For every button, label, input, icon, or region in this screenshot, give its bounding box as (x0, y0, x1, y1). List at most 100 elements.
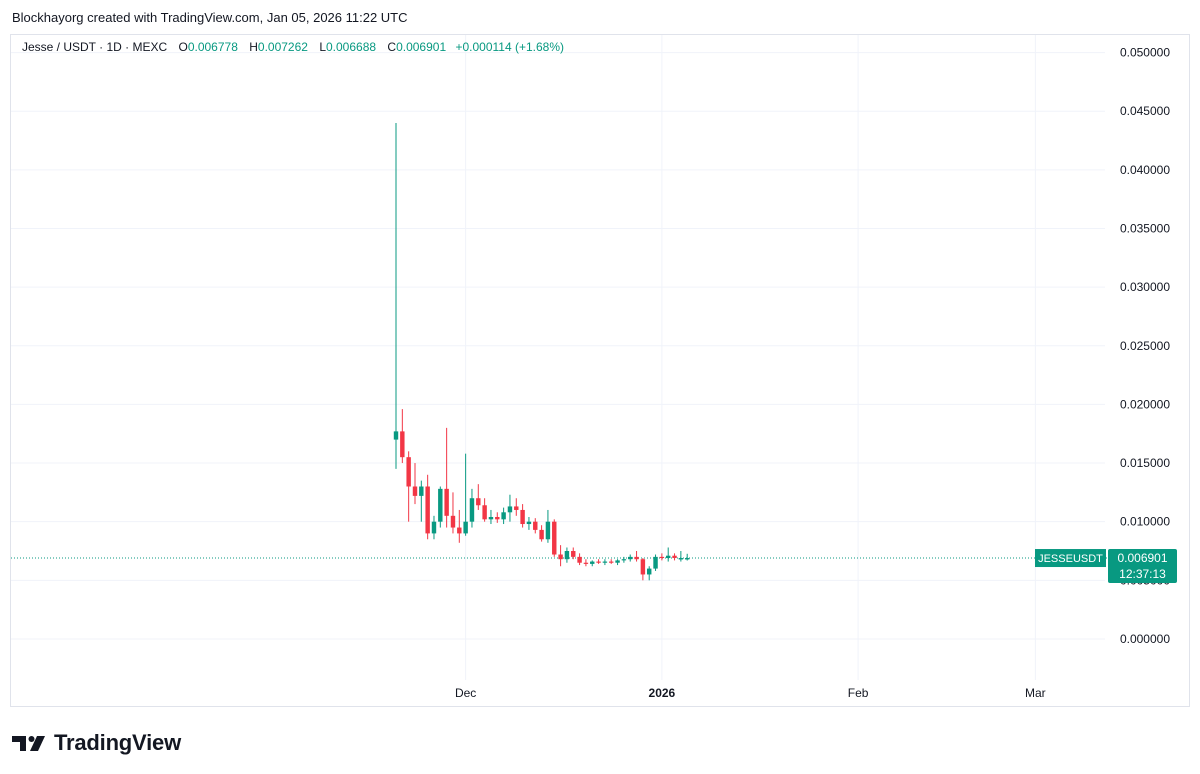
price-tick-label: 0.040000 (1120, 163, 1170, 177)
candle (520, 504, 525, 528)
candle (564, 547, 570, 563)
open-value: 0.006778 (187, 40, 238, 54)
candle (488, 509, 494, 525)
candle (558, 545, 563, 567)
candle (533, 518, 538, 534)
candle (552, 519, 557, 557)
time-tick-label: Dec (455, 686, 476, 700)
candle-body (628, 556, 633, 560)
candle (672, 553, 677, 561)
brand-name: TradingView (54, 730, 181, 755)
low-label: L (319, 40, 326, 54)
candle-body (400, 431, 405, 458)
candle (621, 556, 627, 563)
candle (419, 480, 424, 522)
candle-body (640, 559, 646, 575)
candle (400, 409, 405, 464)
candle (463, 453, 468, 536)
candle (514, 498, 519, 516)
price-tick-label: 0.035000 (1120, 222, 1170, 236)
price-tick-label: 0.025000 (1120, 339, 1170, 353)
candle (526, 516, 532, 530)
candle-body (545, 521, 551, 540)
candle (469, 488, 475, 528)
candle (507, 494, 513, 522)
price-tick-label: 0.050000 (1120, 46, 1170, 60)
candle-body (684, 558, 690, 560)
open-label: O (178, 40, 188, 54)
time-tick-label: 2026 (649, 686, 676, 700)
candle-body (665, 555, 671, 559)
candle (646, 566, 652, 581)
candle-body (444, 488, 449, 516)
candle (450, 492, 456, 534)
high-label: H (249, 40, 258, 54)
candle-body (533, 521, 538, 530)
candle-body (476, 498, 481, 506)
candle (590, 560, 595, 567)
ticker-tag-bg (1035, 549, 1106, 568)
candle-body (621, 559, 627, 561)
candle-body (659, 556, 665, 559)
candle-body (653, 556, 658, 569)
price-tags: JESSEUSDT 0.006901 12:37:13 (1035, 549, 1177, 584)
candle (628, 554, 633, 562)
candle (501, 507, 506, 525)
low-value: 0.006688 (326, 40, 377, 54)
change-value: +0.000114 (+1.68%) (455, 40, 565, 54)
close-value: 0.006901 (396, 40, 447, 54)
candle (684, 553, 690, 561)
candle-body (507, 506, 513, 513)
candle-body (488, 516, 494, 520)
candle (545, 509, 551, 543)
candle-body (431, 521, 437, 534)
candles (393, 122, 690, 581)
candle-body (590, 561, 595, 564)
candle (539, 525, 544, 542)
candle-body (558, 554, 563, 560)
price-tick-label: 0.015000 (1120, 456, 1170, 470)
candle (678, 551, 684, 562)
candle-body (615, 560, 620, 563)
grid-lines (11, 35, 1105, 680)
candle-body (526, 521, 532, 525)
symbol-label[interactable]: Jesse / USDT · 1D · MEXC (22, 40, 168, 54)
candle-body (457, 527, 462, 534)
ohlc-legend: Jesse / USDT · 1D · MEXC O0.006778 H0.00… (22, 40, 564, 54)
candle (609, 559, 614, 564)
high-value: 0.007262 (257, 40, 308, 54)
ticker-tag-label: JESSEUSDT (1038, 553, 1103, 565)
candle (653, 554, 658, 571)
candle-body (495, 516, 500, 520)
candle-body (520, 509, 525, 525)
candle (457, 509, 462, 543)
candle-body (450, 515, 456, 528)
candle-body (678, 558, 684, 560)
tradingview-logo-icon (12, 736, 45, 751)
candle (425, 474, 430, 540)
price-tick-label: 0.000000 (1120, 632, 1170, 646)
candle (431, 515, 437, 540)
candle-body (564, 551, 570, 560)
chart-panel[interactable] (10, 34, 1190, 707)
footer-brand[interactable]: TradingView (12, 730, 181, 756)
candle (583, 559, 589, 567)
candle-body (501, 512, 506, 520)
candle (640, 558, 646, 581)
chart-credit: Blockhayorg created with TradingView.com… (12, 10, 408, 25)
candle (406, 451, 411, 522)
price-tag-value: 0.006901 (1117, 551, 1167, 565)
candle-body (602, 561, 608, 563)
candle-body (583, 562, 589, 564)
candle-body (571, 551, 576, 557)
candle-body (646, 568, 652, 575)
time-axis[interactable]: Dec 2026 Feb Mar (455, 686, 1046, 700)
candle (393, 122, 399, 469)
candle-body (577, 556, 582, 563)
candle (571, 547, 576, 560)
candle (495, 512, 500, 523)
candle-body (539, 529, 544, 540)
candle (438, 486, 443, 528)
candle-body (438, 488, 443, 522)
